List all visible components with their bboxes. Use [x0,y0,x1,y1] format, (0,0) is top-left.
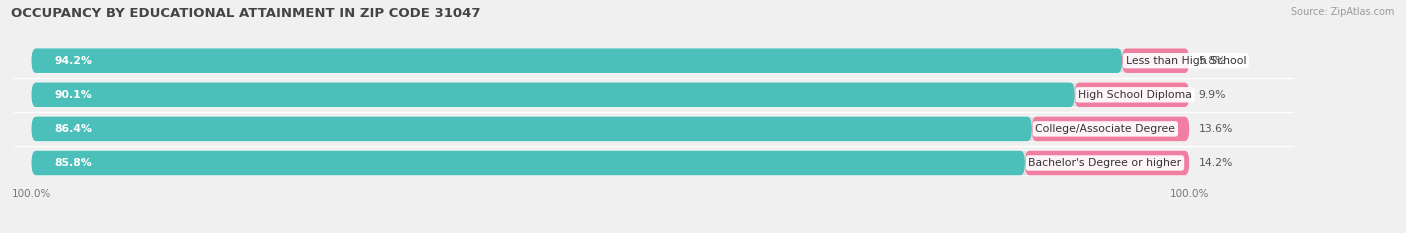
FancyBboxPatch shape [31,82,1189,107]
FancyBboxPatch shape [31,116,1032,141]
Text: 13.6%: 13.6% [1198,124,1233,134]
Text: High School Diploma: High School Diploma [1078,90,1192,100]
Text: 14.2%: 14.2% [1198,158,1233,168]
Text: 94.2%: 94.2% [55,56,93,66]
Text: 85.8%: 85.8% [55,158,93,168]
FancyBboxPatch shape [31,151,1189,175]
Text: 86.4%: 86.4% [55,124,93,134]
Text: OCCUPANCY BY EDUCATIONAL ATTAINMENT IN ZIP CODE 31047: OCCUPANCY BY EDUCATIONAL ATTAINMENT IN Z… [11,7,481,20]
FancyBboxPatch shape [31,116,1189,141]
FancyBboxPatch shape [31,151,1025,175]
FancyBboxPatch shape [31,82,1074,107]
Text: College/Associate Degree: College/Associate Degree [1035,124,1175,134]
Text: 5.8%: 5.8% [1198,56,1226,66]
FancyBboxPatch shape [31,48,1189,73]
Text: Bachelor's Degree or higher: Bachelor's Degree or higher [1028,158,1181,168]
FancyBboxPatch shape [1025,151,1189,175]
Text: Source: ZipAtlas.com: Source: ZipAtlas.com [1291,7,1395,17]
FancyBboxPatch shape [31,48,1122,73]
FancyBboxPatch shape [1032,116,1189,141]
FancyBboxPatch shape [1122,48,1189,73]
Text: 90.1%: 90.1% [55,90,93,100]
Text: Less than High School: Less than High School [1126,56,1246,66]
Text: 9.9%: 9.9% [1198,90,1226,100]
FancyBboxPatch shape [1074,82,1189,107]
